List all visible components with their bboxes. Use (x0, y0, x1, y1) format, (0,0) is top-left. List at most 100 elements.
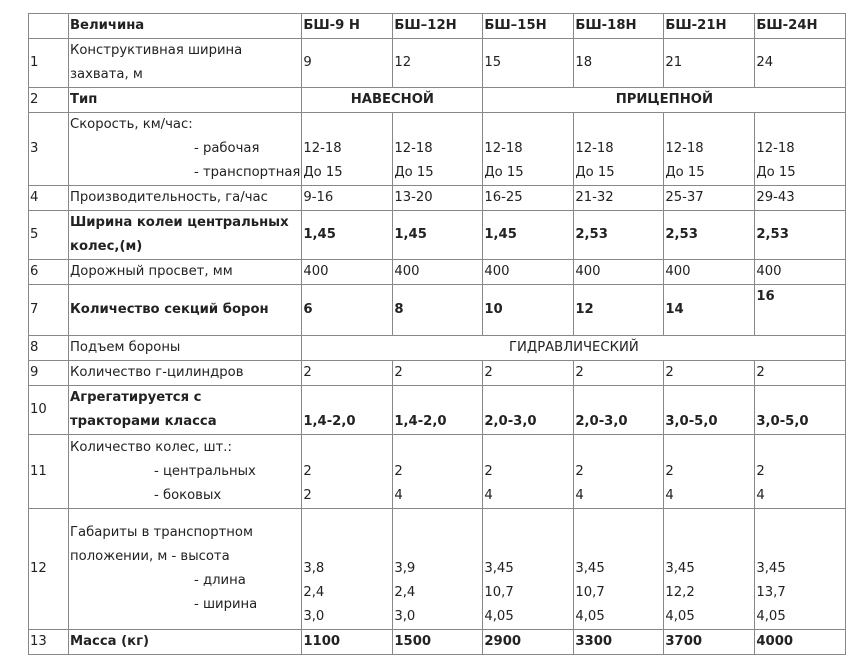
value-cell: 3,0-5,0 (663, 385, 756, 435)
value-cell: 3,45 13,7 4,05 (754, 508, 847, 630)
value-cell: 400 (301, 259, 394, 285)
value-cell: 12-18 До 15 (482, 112, 575, 186)
value-cell: 400 (482, 259, 575, 285)
cell-line: 18 (575, 55, 593, 70)
row-label-cell: Агрегатируется с тракторами класса (67, 385, 303, 435)
table-row: 9 Количество г-цилиндров 2 2 2 2 2 2 (28, 360, 847, 386)
row-number-cell: 5 (28, 210, 69, 260)
cell-line: 400 (394, 264, 420, 279)
value-cell: 2 (482, 360, 575, 386)
cell-line: 3,0 (394, 609, 416, 624)
value-cell: 3,45 10,7 4,05 (482, 508, 575, 630)
table-row: 13 Масса (кг) 1100 1500 2900 3300 3700 4000 (28, 629, 847, 655)
table-row: 11 Количество колес, шт.: - центральных - … (28, 434, 847, 509)
cell-line: 3,0 (303, 609, 325, 624)
cell-line: положении, м - высота (70, 549, 230, 564)
cell-line: 3,0-5,0 (756, 414, 809, 429)
row-label-cell: Количество колес, шт.: - центральных - бок… (67, 434, 303, 509)
value-cell: 12-18 До 15 (663, 112, 756, 186)
cell-line: 3,8 (303, 561, 325, 576)
cell-line: Масса (кг) (70, 634, 150, 649)
cell-line: 6 (303, 302, 313, 317)
cell-line: 10,7 (575, 585, 605, 600)
cell-line: 4 (575, 488, 584, 503)
header-number-cell (28, 13, 69, 39)
cell-line: 2,0-3,0 (484, 414, 537, 429)
header-model-cell: БШ–15Н (482, 13, 575, 39)
cell-line: 2,53 (575, 227, 608, 242)
cell-line: 2 (756, 464, 765, 479)
cell-line: 3,9 (394, 561, 416, 576)
cell-line: До 15 (484, 165, 524, 180)
cell-line: 2 (484, 365, 493, 380)
row-label-cell: Ширина колеи центральных колес,(м) (67, 210, 303, 260)
row-label-cell: Производительность, га/час (67, 185, 303, 211)
row-number-cell: 4 (28, 185, 69, 211)
cell-line: 2,4 (303, 585, 325, 600)
row-number-cell: 13 (28, 629, 69, 655)
cell-line: 9-16 (303, 190, 334, 205)
row-label-cell: Скорость, км/час: - рабочая - транспортная (67, 112, 303, 186)
value-cell: 3300 (573, 629, 665, 655)
cell-line: 10,7 (484, 585, 514, 600)
cell-line: Тип (70, 92, 98, 107)
header-row: Величина БШ-9 Н БШ–12Н БШ–15Н БШ-18Н БШ-21Н БШ… (28, 13, 847, 39)
value-cell: 8 (392, 284, 484, 336)
header-label-cell: Величина (67, 13, 303, 39)
cell-line: 2900 (484, 634, 522, 649)
value-cell: 16-25 (482, 185, 575, 211)
table-row: 6 Дорожный просвет, мм 400 400 400 400 400 400 (28, 259, 847, 285)
row-number-cell: 10 (28, 385, 69, 435)
row-label-cell: Количество г-цилиндров (67, 360, 303, 386)
cell-line: 14 (665, 302, 684, 317)
row-number-cell: 9 (28, 360, 69, 386)
cell-line: 2 (303, 488, 312, 503)
cell-line: 29-43 (756, 190, 795, 205)
cell-line: 4,05 (665, 609, 695, 624)
value-cell: 2,0-3,0 (482, 385, 575, 435)
value-cell: 400 (392, 259, 484, 285)
cell-line: Дорожный просвет, мм (70, 264, 233, 279)
cell-line: Конструктивная ширина (70, 43, 243, 58)
cell-line: До 15 (665, 165, 705, 180)
cell-line: захвата, м (70, 67, 143, 82)
cell-line: 16 (756, 289, 775, 304)
value-cell: 12 (392, 38, 484, 88)
table-row: 4 Производительность, га/час 9-16 13-20 16-2… (28, 185, 847, 211)
value-cell: 12-18 До 15 (573, 112, 665, 186)
cell-line: 4 (484, 488, 493, 503)
row-number-cell: 3 (28, 112, 69, 186)
value-cell: 400 (573, 259, 665, 285)
value-cell: 2900 (482, 629, 575, 655)
value-cell: 14 (663, 284, 756, 336)
table-row: 3 Скорость, км/час: - рабочая - транспортна… (28, 112, 847, 186)
row-label-cell: Масса (кг) (67, 629, 303, 655)
cell-line: 400 (484, 264, 510, 279)
cell-line: 2 (756, 365, 765, 380)
row-label-cell: Конструктивная ширина захвата, м (67, 38, 303, 88)
value-cell: 2,53 (754, 210, 847, 260)
cell-line: 1100 (303, 634, 341, 649)
value-cell: 6 (301, 284, 394, 336)
value-cell: 18 (573, 38, 665, 88)
table-row: 12 Габариты в транспортном положении, м - … (28, 508, 847, 630)
cell-line: - рабочая (194, 141, 260, 156)
lift-cell: ГИДРАВЛИЧЕСКИЙ (301, 335, 847, 361)
cell-line: 2,4 (394, 585, 416, 600)
cell-line: 12-18 (394, 141, 433, 156)
header-model-cell: БШ-24Н (754, 13, 847, 39)
cell-line: 4,05 (756, 609, 786, 624)
cell-line: колес,(м) (70, 239, 143, 254)
value-cell: 9 (301, 38, 394, 88)
cell-line: 1500 (394, 634, 432, 649)
row-number-cell: 8 (28, 335, 69, 361)
cell-line: 2 (575, 365, 584, 380)
cell-line: 8 (394, 302, 404, 317)
value-cell: 13-20 (392, 185, 484, 211)
value-cell: 3,45 10,7 4,05 (573, 508, 665, 630)
cell-line: До 15 (394, 165, 434, 180)
cell-line: 4 (394, 488, 403, 503)
